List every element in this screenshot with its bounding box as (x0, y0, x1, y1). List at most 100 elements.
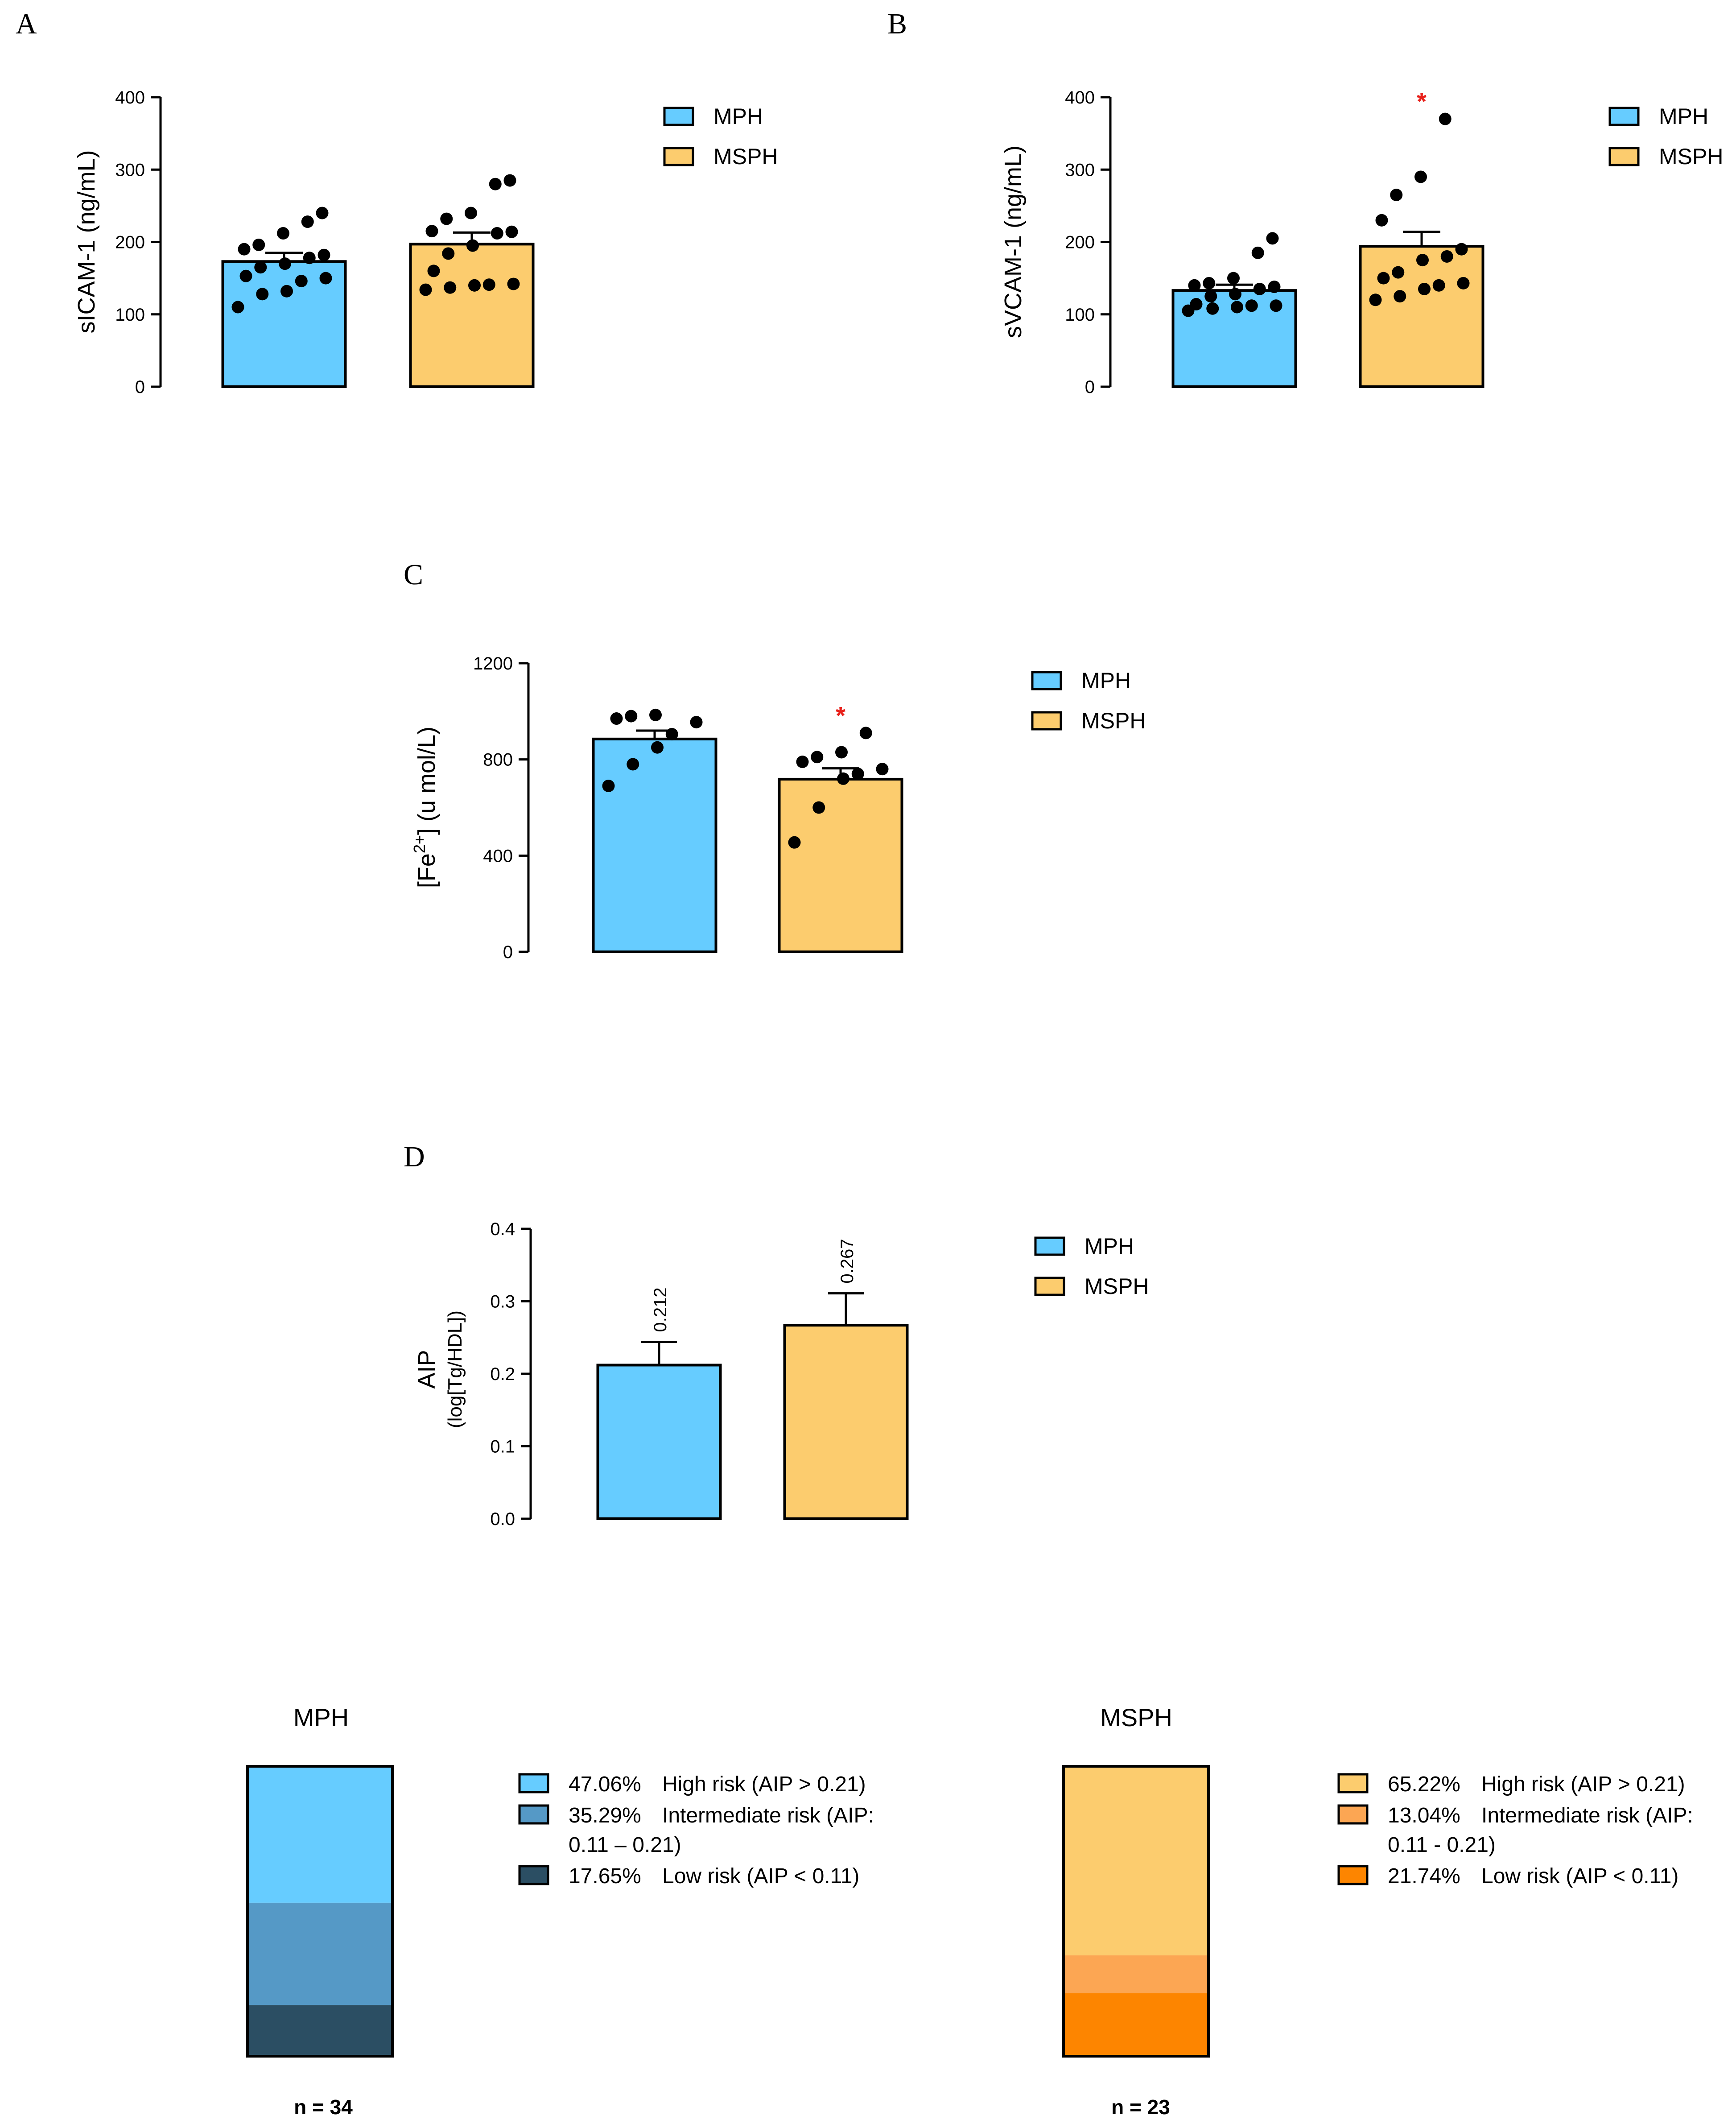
data-point (503, 174, 516, 187)
y-tick-label: 200 (115, 233, 145, 252)
legend-swatch (1034, 1277, 1065, 1296)
data-point (1203, 277, 1216, 289)
significance-star: * (1417, 87, 1427, 116)
legend-swatch (518, 1804, 549, 1825)
data-point (1432, 279, 1445, 292)
risk-bar-outline (1062, 1765, 1210, 2058)
risk-legend-high: 47.06% High risk (AIP > 0.21) (518, 1773, 866, 1796)
y-tick-label: 0.1 (490, 1437, 515, 1457)
legend-risk-label: Intermediate risk (AIP: (662, 1804, 874, 1827)
data-point (489, 178, 502, 190)
data-point (1416, 254, 1429, 267)
significance-star: * (836, 701, 845, 729)
legend-mph: MPH (663, 104, 763, 129)
data-point (425, 225, 438, 238)
data-point (1245, 299, 1258, 312)
risk-legend-intermediate: 13.04% Intermediate risk (AIP: 0.11 - 0.21… (1337, 1804, 1693, 1857)
data-point (1439, 112, 1451, 125)
data-point (1369, 293, 1382, 306)
data-label: 0.267 (837, 1239, 857, 1284)
legend-swatch (1031, 711, 1062, 731)
data-point (466, 239, 479, 252)
legend-label: MSPH (1081, 708, 1146, 733)
y-tick-label: 300 (1065, 160, 1095, 180)
bar-rect (1359, 245, 1484, 388)
y-tick-label: 0 (135, 377, 145, 397)
data-point (419, 283, 432, 296)
data-point (602, 779, 615, 792)
data-point (465, 207, 477, 219)
legend-swatch (1337, 1804, 1369, 1825)
data-label: 0.212 (651, 1287, 670, 1332)
y-tick-label: 0.3 (490, 1292, 515, 1312)
legend-label: MSPH (1659, 144, 1723, 169)
risk-legend-high: 65.22% High risk (AIP > 0.21) (1337, 1773, 1685, 1796)
data-point (316, 207, 329, 219)
data-point (837, 772, 849, 785)
data-point (231, 301, 244, 314)
data-point (1204, 290, 1217, 303)
bar-msph: 0.267 (783, 1239, 909, 1520)
data-point (507, 277, 520, 290)
legend-percent: 47.06% (569, 1773, 641, 1796)
data-point (651, 741, 664, 754)
data-point (468, 279, 481, 292)
y-tick-label: 400 (115, 88, 145, 107)
data-point (319, 272, 332, 285)
sample-size-label: n = 23 (1111, 2095, 1170, 2119)
data-point (1268, 281, 1281, 293)
legend-msph: MSPH (1031, 708, 1146, 733)
legend-risk-label: Low risk (AIP < 0.11) (1481, 1864, 1678, 1888)
legend-risk-label: Low risk (AIP < 0.11) (662, 1864, 859, 1888)
legend-swatch (518, 1773, 549, 1793)
legend-swatch (663, 107, 694, 126)
panel-letter-a: A (16, 8, 37, 40)
data-point (1188, 279, 1201, 292)
y-tick-label: 800 (483, 750, 513, 770)
panel-letter-d: D (404, 1141, 425, 1173)
legend-msph: MSPH (663, 144, 778, 169)
data-point (277, 227, 289, 240)
y-axis-label-units: (log[Tg/HDL]) (444, 1310, 466, 1428)
data-point (1375, 214, 1388, 227)
data-point (442, 247, 455, 260)
bar-mph (592, 708, 717, 954)
y-tick-label: 0.4 (490, 1219, 515, 1239)
risk-legend-low: 17.65% Low risk (AIP < 0.11) (518, 1864, 859, 1888)
y-tick-label: 0.2 (490, 1364, 515, 1384)
legend-risk-label: High risk (AIP > 0.21) (662, 1773, 866, 1796)
legend-mph: MPH (1608, 104, 1708, 129)
risk-segment-high (1064, 1766, 1208, 1955)
bar-mph (1171, 232, 1297, 388)
sample-size-label: n = 34 (294, 2095, 353, 2119)
data-point (444, 281, 457, 294)
data-point (1394, 290, 1406, 303)
y-axis-label: sVCAM-1 (ng/mL) (1000, 145, 1027, 338)
data-point (427, 264, 440, 277)
data-point (649, 708, 662, 721)
data-point (876, 763, 889, 776)
legend-swatch (1337, 1865, 1369, 1885)
data-point (482, 278, 495, 291)
y-tick-label: 100 (1065, 305, 1095, 325)
data-point (1377, 272, 1390, 285)
data-point (1457, 277, 1470, 289)
legend-percent: 65.22% (1388, 1773, 1460, 1796)
risk-segment-low (247, 2005, 392, 2056)
y-tick-label: 1200 (473, 654, 513, 674)
y-axis-label: [Fe2+] (u mol/L) (410, 727, 440, 888)
risk-segment-low (1064, 1993, 1208, 2056)
bar-mph (221, 207, 347, 388)
panel-b: B 0 100 200 300 400 sVCAM-1 (ng/mL) * MPH MSPH (887, 8, 1723, 397)
bar-msph: * (1359, 87, 1484, 388)
data-point (301, 215, 314, 228)
data-point (1414, 170, 1427, 183)
data-point (1190, 298, 1203, 311)
data-point (254, 261, 267, 274)
risk-group-title: MPH (293, 1703, 349, 1731)
data-point (788, 836, 801, 849)
panel-d: D 0.0 0.1 0.2 0.3 0.4 AIP (log[Tg/HDL]) 0.212 0.2… (404, 1141, 1149, 1529)
legend-swatch (1608, 107, 1640, 126)
panel-a: A 0 100 200 300 400 sICAM-1 (ng/mL) MPH MSPH (16, 8, 778, 397)
